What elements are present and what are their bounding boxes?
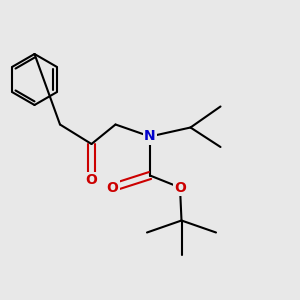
Text: O: O [174,181,186,194]
Text: N: N [144,130,156,143]
Text: O: O [106,181,119,194]
Text: O: O [85,173,98,187]
